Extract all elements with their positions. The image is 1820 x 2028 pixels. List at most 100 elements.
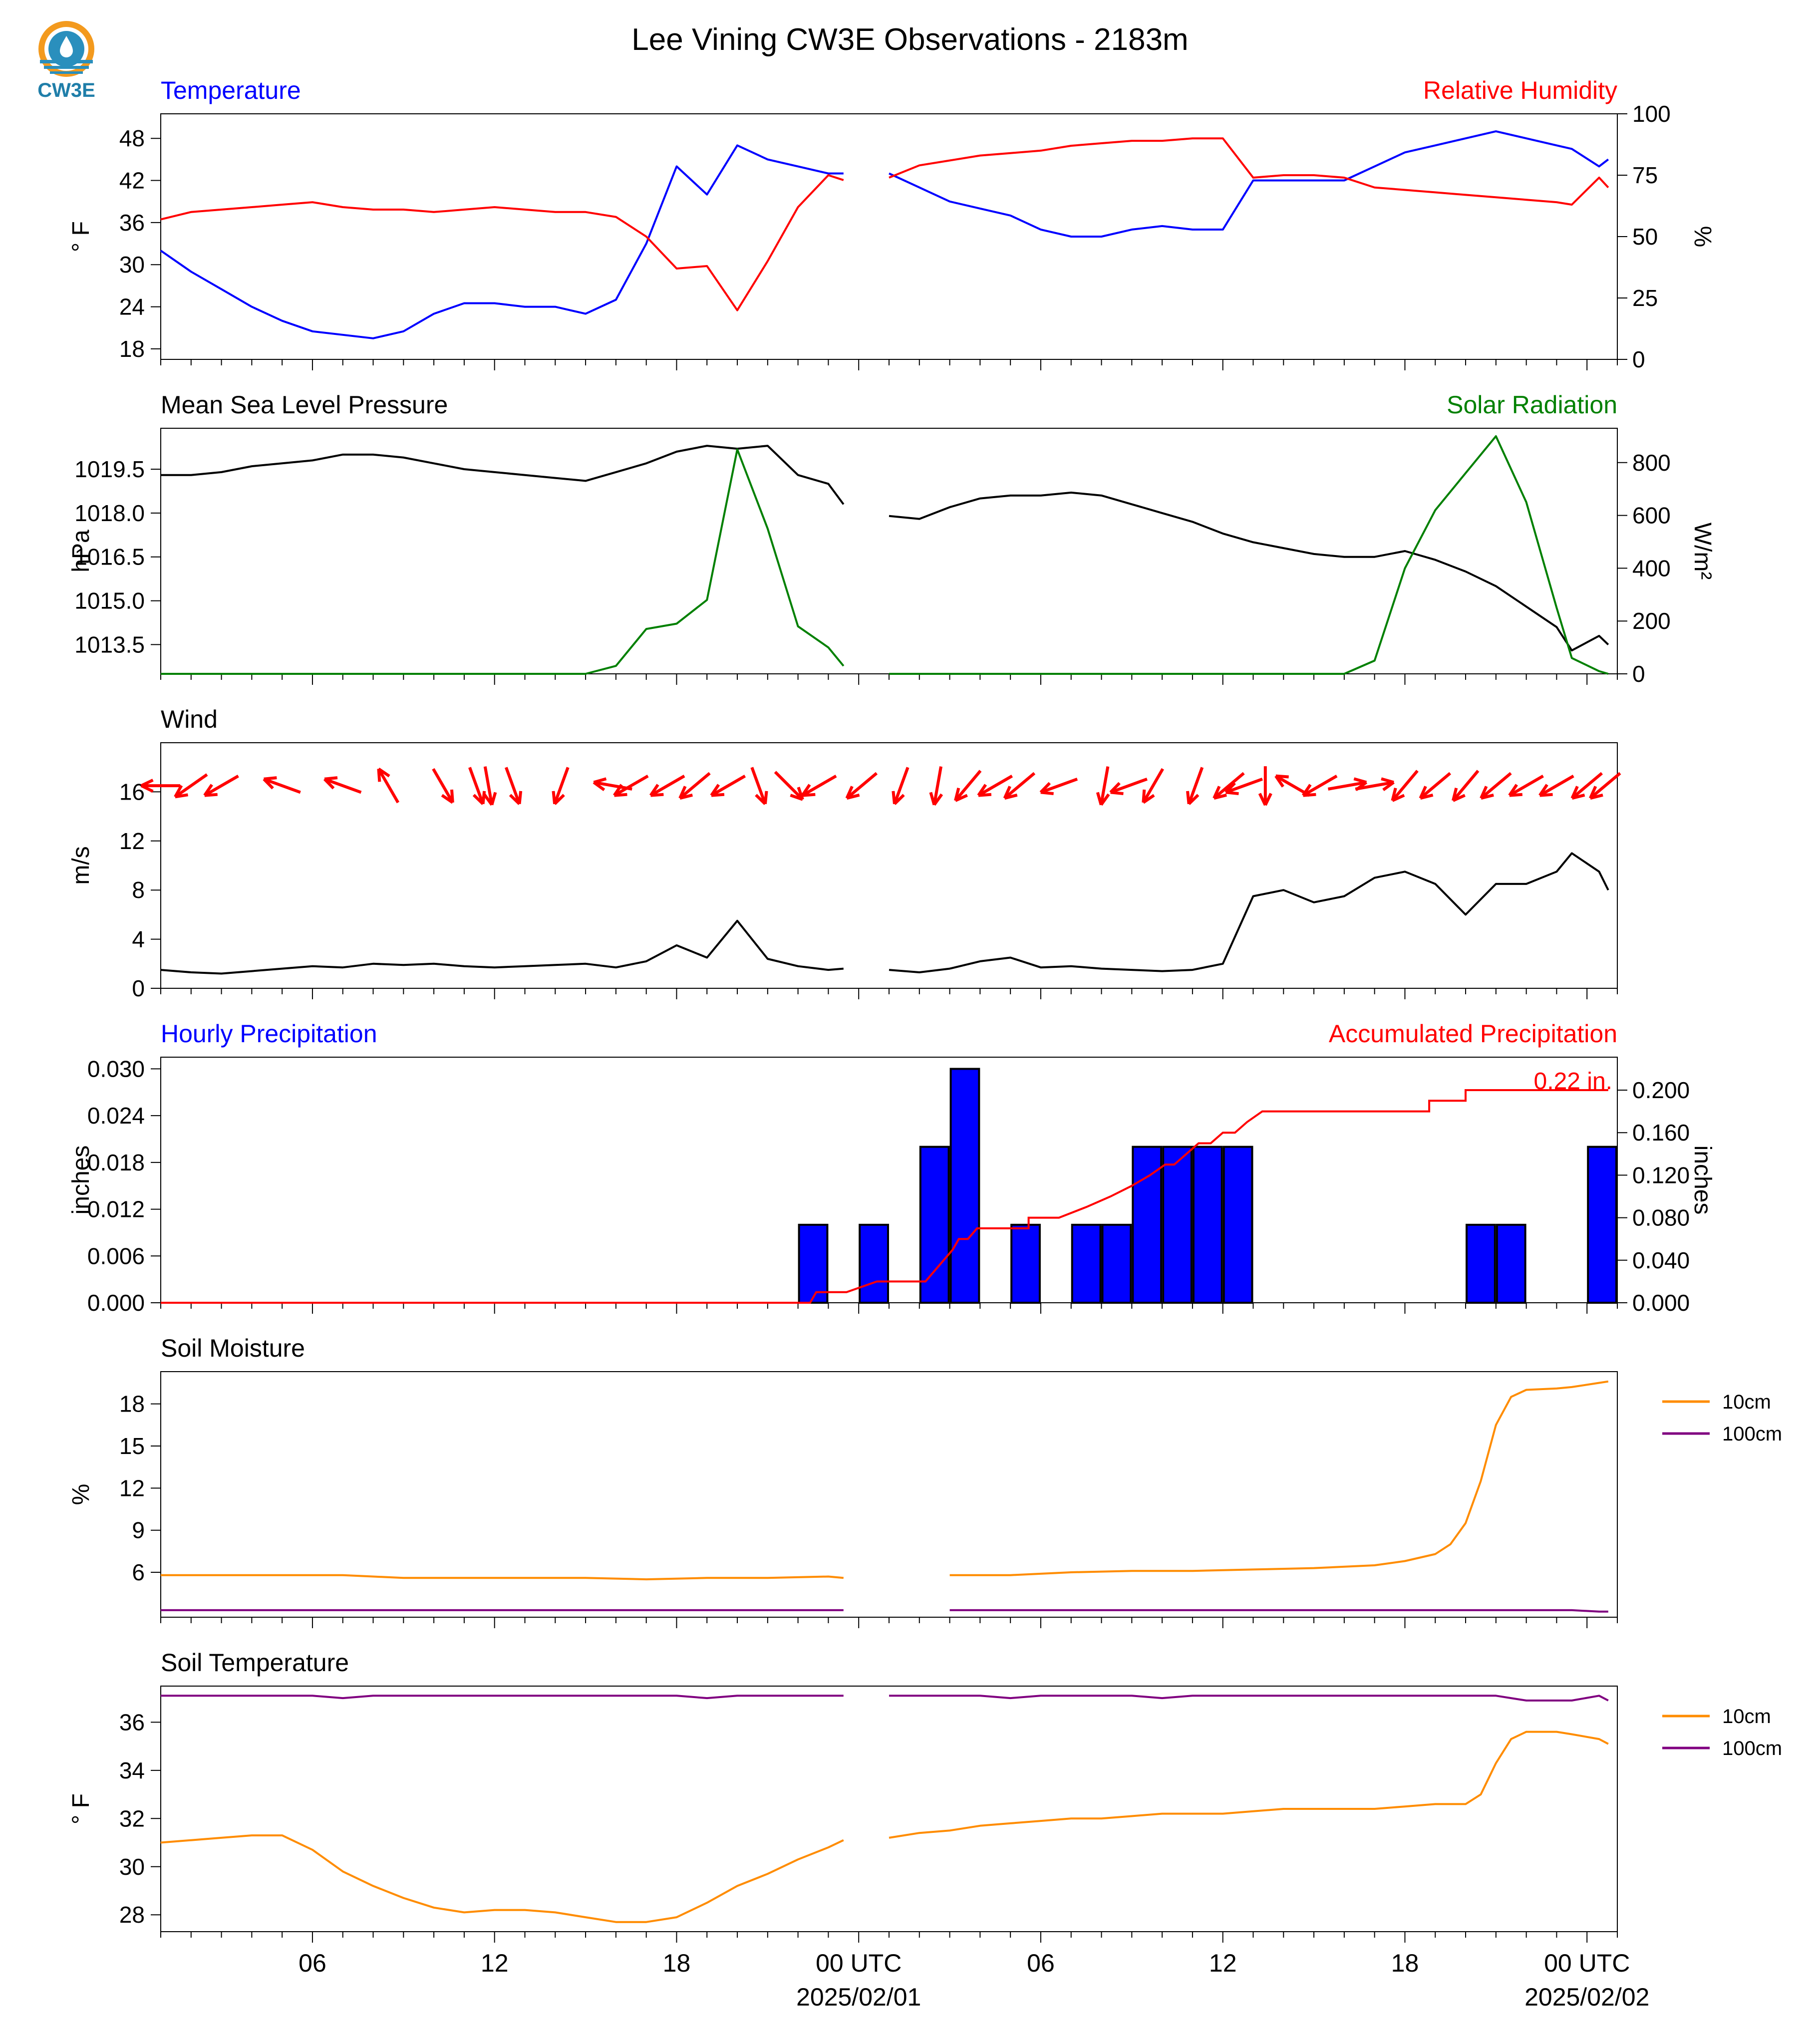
legend-label: 10cm (1722, 1706, 1771, 1728)
wind-arrow-head (472, 791, 486, 805)
wind-arrow-head (509, 791, 523, 805)
wind-arrow-head (1274, 774, 1289, 788)
plot-frame (160, 113, 1618, 360)
wind-direction-arrow (553, 767, 570, 805)
y-tick-label: 32 (119, 1805, 145, 1831)
y-tick-label: 8 (132, 877, 145, 903)
x-tick-label: 00 UTC (1544, 1949, 1630, 1977)
wind-direction-arrow (432, 768, 454, 804)
y-axis-label: ° F (68, 221, 94, 252)
y-tick-label: 0.024 (87, 1103, 145, 1129)
x-tick-label: 18 (1391, 1949, 1419, 1977)
y-right-tick-label: 0 (1632, 346, 1645, 372)
x-date-label: 2025/02/02 (1524, 1983, 1649, 2011)
wind-direction-arrow (1040, 777, 1078, 794)
y-tick-label: 1015.0 (74, 588, 145, 614)
wind-direction-arrow (1355, 781, 1394, 791)
wind-direction-arrow (1480, 772, 1512, 800)
wind-direction-arrow (505, 767, 521, 805)
wind-direction-arrow (468, 767, 485, 805)
y-right-tick-label: 0.040 (1632, 1247, 1690, 1273)
wind-direction-arrow (1509, 775, 1544, 797)
wind-arrow-head (1301, 784, 1316, 797)
wind-arrow-head (1391, 788, 1405, 802)
wind-arrow-head (140, 779, 154, 793)
wind-direction-arrow (801, 775, 837, 797)
y-right-axis-label: inches (1689, 1146, 1716, 1215)
wind-direction-arrow (204, 775, 239, 797)
wind-direction-arrow (1187, 767, 1204, 805)
wind-arrow-head (1570, 786, 1585, 800)
wind-arrow-head (710, 784, 725, 797)
cw3e-logo: CW3E (29, 18, 104, 103)
series-line-100cm (161, 1695, 1609, 1702)
legend-label: 100cm (1722, 1423, 1782, 1445)
wind-direction-arrow (1003, 772, 1036, 800)
series-line-solar-radiation (161, 435, 1609, 675)
panel-title-right: Solar Radiation (1447, 391, 1617, 419)
y-tick-label: 4 (132, 926, 145, 952)
series-line-mean-sea-level-pressure (161, 445, 1609, 652)
wind-direction-arrow (324, 777, 362, 794)
wind-arrow-head (1186, 791, 1200, 805)
y-tick-label: 48 (119, 125, 145, 151)
series-line-10cm (160, 1731, 1609, 1923)
precip-bar (1222, 1146, 1253, 1304)
series-line-10cm (161, 1380, 1609, 1581)
y-tick-label: 18 (119, 336, 145, 362)
wind-arrow-head (552, 791, 565, 805)
x-tick-label: 00 UTC (816, 1949, 902, 1977)
wind-arrow-head (649, 784, 664, 797)
y-axis-label: inches (68, 1146, 94, 1215)
wind-direction-arrow (774, 771, 804, 801)
panel-title-left: Mean Sea Level Pressure (161, 391, 448, 419)
precip-bar (1496, 1223, 1526, 1304)
wind-arrow-head (755, 791, 768, 805)
wind-arrow-head (483, 792, 497, 806)
wind-arrow-head (203, 784, 218, 797)
y-tick-label: 18 (119, 1391, 145, 1417)
wind-arrow-head (1224, 782, 1239, 796)
precip-bar (1010, 1223, 1041, 1304)
wind-arrow-head (1003, 786, 1018, 800)
wind-arrow-head (1109, 782, 1124, 796)
x-tick-label: 06 (1027, 1949, 1055, 1977)
wind-direction-arrow (1099, 766, 1110, 806)
y-right-tick-label: 0.200 (1632, 1077, 1690, 1103)
wind-arrow-head (1589, 786, 1603, 800)
precip-bar (1587, 1146, 1617, 1304)
chart-title: Lee Vining CW3E Observations - 2183m (631, 22, 1188, 57)
plot-frame (160, 1371, 1618, 1618)
wind-arrow-head (892, 791, 905, 805)
wind-direction-arrow (710, 775, 746, 797)
wind-direction-arrow (1571, 772, 1603, 800)
legend-label: 100cm (1722, 1738, 1782, 1759)
panel-title-left: Hourly Precipitation (161, 1020, 377, 1048)
precip-bar (919, 1146, 950, 1304)
y-tick-label: 6 (132, 1559, 145, 1585)
wind-arrow-head (174, 785, 188, 799)
precip-bar (1192, 1146, 1223, 1304)
wind-arrow-head (1480, 786, 1494, 800)
panel-title-left: Soil Moisture (161, 1334, 305, 1362)
y-tick-label: 36 (119, 1709, 145, 1735)
y-tick-label: 30 (119, 1854, 145, 1880)
wind-arrow-head (678, 786, 693, 800)
wind-direction-arrow (1142, 768, 1164, 804)
x-tick-label: 12 (1209, 1949, 1237, 1977)
wind-direction-arrow (1302, 775, 1338, 797)
wind-arrow-head (1508, 784, 1523, 797)
wind-arrow-head (441, 789, 454, 804)
precip-bar (1071, 1223, 1102, 1304)
wind-direction-arrow (377, 768, 400, 804)
y-tick-label: 24 (119, 294, 145, 320)
plot-frame (160, 428, 1618, 674)
y-right-tick-label: 50 (1632, 224, 1658, 250)
y-tick-label: 36 (119, 210, 145, 236)
y-right-tick-label: 800 (1632, 450, 1671, 476)
y-tick-label: 15 (119, 1433, 145, 1459)
wind-direction-arrow (679, 772, 711, 800)
y-right-tick-label: 25 (1632, 285, 1658, 311)
wind-arrow-head (954, 788, 968, 802)
